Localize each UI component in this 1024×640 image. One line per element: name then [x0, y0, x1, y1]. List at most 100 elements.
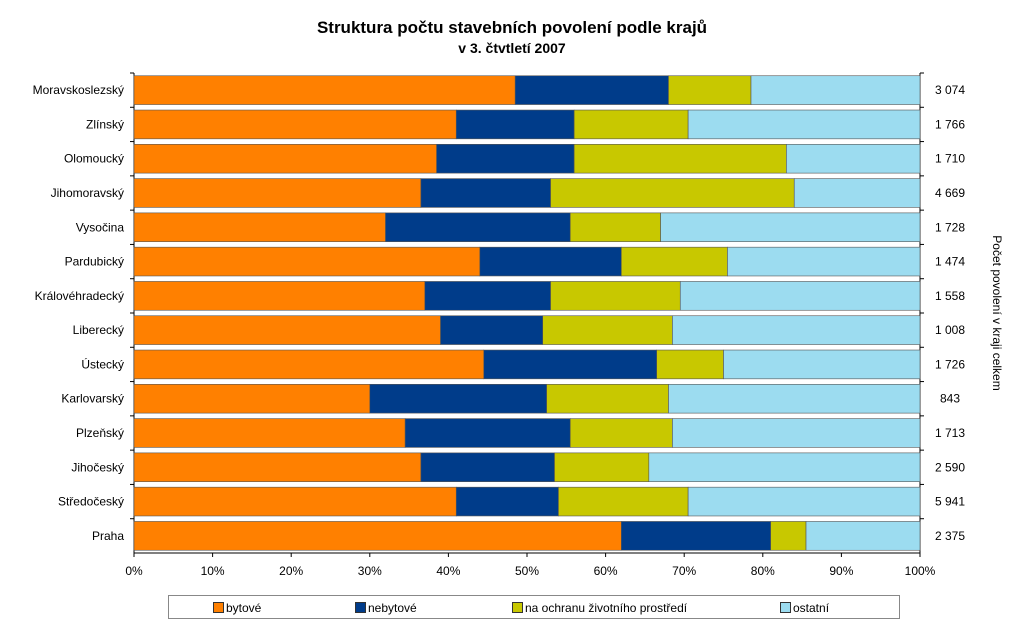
right-axis-label: Počet povolení v kraji celkem	[990, 235, 1004, 390]
x-tick-label: 70%	[672, 564, 696, 578]
bar-na-ochranu-zivotniho-prostredi-zlinsky	[573, 109, 689, 140]
total-label-zlinsky: 1 766	[935, 117, 965, 131]
bar-nebytove-moravskoslezsky	[514, 75, 669, 105]
bar-ostatni-jihomoravsky	[793, 178, 921, 208]
bar-na-ochranu-zivotniho-prostredi-jihocesky	[554, 452, 650, 482]
bar-bytove-moravskoslezsky	[133, 75, 516, 105]
legend-item-bytove: bytové	[213, 600, 261, 615]
total-label-plzensky: 1 713	[935, 426, 965, 440]
bar-na-ochranu-zivotniho-prostredi-vysocina	[569, 212, 661, 242]
bar-ostatni-pardubicky	[727, 246, 921, 277]
bar-ostatni-zlinsky	[687, 109, 921, 140]
bar-na-ochranu-zivotniho-prostredi-moravskoslezsky	[668, 75, 752, 105]
x-tick-label: 30%	[358, 564, 382, 578]
total-label-stredocesky: 5 941	[935, 495, 965, 509]
bar-nebytove-olomoucky	[436, 144, 575, 174]
bar-nebytove-vysocina	[385, 212, 571, 242]
category-label-karlovarsky: Karlovarský	[61, 392, 124, 406]
category-label-zlinsky: Zlínský	[86, 117, 124, 131]
x-tick-label: 20%	[279, 564, 303, 578]
bar-bytove-zlinsky	[133, 109, 457, 140]
bar-ostatni-liberecky	[672, 315, 921, 345]
bar-bytove-pardubicky	[133, 246, 481, 277]
bar-ostatni-jihocesky	[648, 452, 921, 482]
bar-ostatni-kralovehradecky	[679, 281, 921, 311]
bar-bytove-liberecky	[133, 315, 441, 345]
bar-ostatni-karlovarsky	[668, 384, 921, 414]
x-tick-label: 90%	[829, 564, 853, 578]
category-label-ustecky: Ústecký	[81, 356, 124, 371]
bar-na-ochranu-zivotniho-prostredi-ustecky	[656, 349, 724, 380]
x-tick-label: 10%	[201, 564, 225, 578]
bar-na-ochranu-zivotniho-prostredi-jihomoravsky	[550, 178, 795, 208]
bar-nebytove-stredocesky	[455, 486, 559, 517]
legend-label-ostatni: ostatní	[793, 600, 830, 615]
total-label-ustecky: 1 726	[935, 357, 965, 371]
category-label-praha: Praha	[92, 529, 124, 543]
bar-na-ochranu-zivotniho-prostredi-plzensky	[569, 418, 673, 448]
chart-title: Struktura počtu stavebních povolení podl…	[316, 18, 708, 37]
total-label-pardubicky: 1 474	[935, 255, 965, 269]
legend-swatch-ostatni	[780, 602, 791, 614]
bar-ostatni-plzensky	[672, 418, 921, 448]
total-label-jihocesky: 2 590	[935, 460, 965, 474]
x-tick-label: 40%	[436, 564, 460, 578]
bar-nebytove-jihomoravsky	[420, 178, 551, 208]
x-tick-label: 0%	[125, 564, 143, 578]
category-label-jihocesky: Jihočeský	[71, 460, 124, 474]
total-label-kralovehradecky: 1 558	[935, 289, 965, 303]
x-tick-label: 50%	[515, 564, 539, 578]
category-label-moravskoslezsky: Moravskoslezský	[33, 83, 124, 97]
bar-bytove-kralovehradecky	[133, 281, 426, 311]
bar-na-ochranu-zivotniho-prostredi-olomoucky	[573, 144, 787, 174]
bar-ostatni-stredocesky	[687, 486, 921, 517]
legend-item-ochrana: na ochranu životního prostředí	[512, 600, 687, 615]
total-label-jihomoravsky: 4 669	[935, 186, 965, 200]
bar-bytove-praha	[133, 521, 622, 551]
legend-label-ochrana: na ochranu životního prostředí	[525, 600, 688, 615]
bar-nebytove-praha	[621, 521, 771, 551]
bar-bytove-jihomoravsky	[133, 178, 422, 208]
total-label-olomoucky: 1 710	[935, 152, 965, 166]
bar-bytove-plzensky	[133, 418, 406, 448]
category-label-pardubicky: Pardubický	[65, 255, 124, 269]
total-label-liberecky: 1 008	[935, 323, 965, 337]
bar-na-ochranu-zivotniho-prostredi-kralovehradecky	[550, 281, 681, 311]
bar-na-ochranu-zivotniho-prostredi-stredocesky	[558, 486, 689, 517]
bar-nebytove-pardubicky	[479, 246, 622, 277]
x-tick-label: 100%	[905, 564, 936, 578]
bar-nebytove-liberecky	[440, 315, 544, 345]
x-tick-label: 60%	[594, 564, 618, 578]
bar-nebytove-karlovarsky	[369, 384, 547, 414]
category-label-stredocesky: Středočeský	[58, 495, 124, 509]
bar-na-ochranu-zivotniho-prostredi-liberecky	[542, 315, 673, 345]
bar-ostatni-ustecky	[723, 349, 921, 380]
legend-item-nebytove: nebytové	[355, 600, 417, 615]
category-label-jihomoravsky: Jihomoravský	[51, 186, 124, 200]
chart-subtitle: v 3. čtvtletí 2007	[458, 40, 566, 56]
category-label-olomoucky: Olomoucký	[64, 152, 124, 166]
bar-nebytove-ustecky	[483, 349, 657, 380]
bar-bytove-stredocesky	[133, 486, 457, 517]
bar-nebytove-zlinsky	[455, 109, 575, 140]
bar-nebytove-plzensky	[404, 418, 571, 448]
bar-ostatni-moravskoslezsky	[750, 75, 921, 105]
bar-nebytove-jihocesky	[420, 452, 555, 482]
bar-bytove-ustecky	[133, 349, 485, 380]
bar-na-ochranu-zivotniho-prostredi-pardubicky	[621, 246, 728, 277]
bar-ostatni-praha	[805, 521, 921, 551]
total-label-vysocina: 1 728	[935, 220, 965, 234]
x-tick-label: 80%	[751, 564, 775, 578]
category-label-plzensky: Plzeňský	[76, 426, 124, 440]
total-label-moravskoslezsky: 3 074	[935, 83, 965, 97]
legend-swatch-nebytove	[355, 602, 366, 614]
legend: bytové nebytové na ochranu životního pro…	[168, 595, 900, 619]
legend-label-bytove: bytové	[226, 600, 262, 615]
legend-item-ostatni: ostatní	[780, 600, 829, 615]
bar-bytove-jihocesky	[133, 452, 422, 482]
bar-bytove-olomoucky	[133, 144, 437, 174]
bar-ostatni-vysocina	[660, 212, 921, 242]
bar-nebytove-kralovehradecky	[424, 281, 551, 311]
category-label-vysocina: Vysočina	[76, 220, 125, 234]
